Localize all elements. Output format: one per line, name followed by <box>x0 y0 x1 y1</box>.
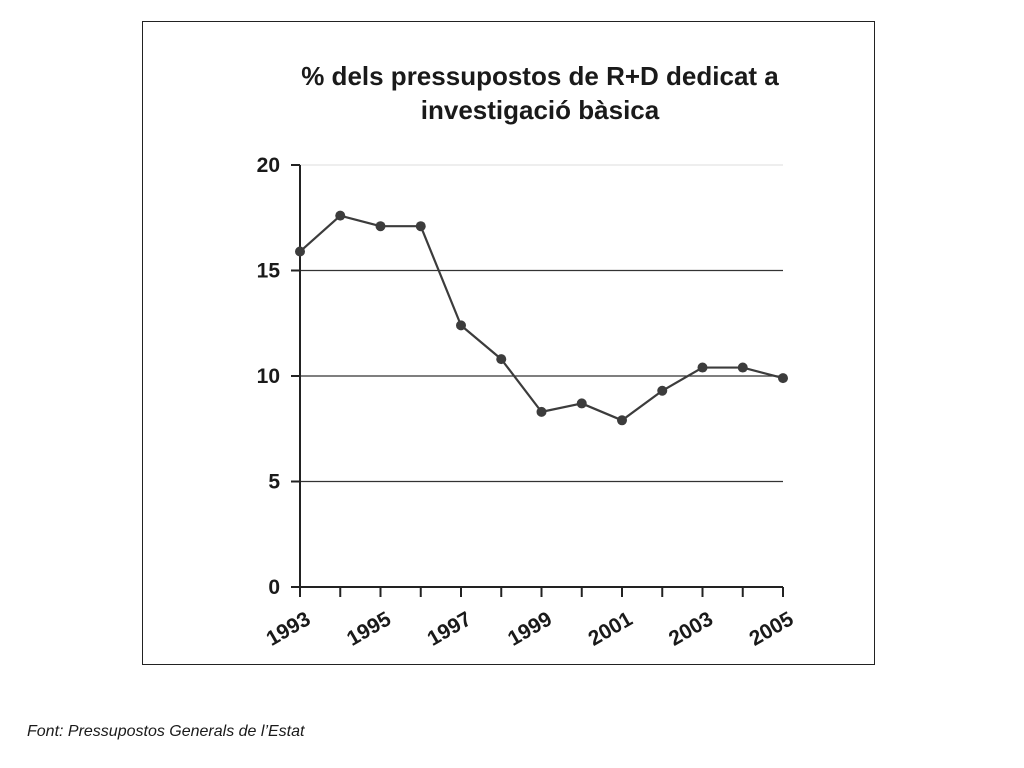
data-point-1999 <box>536 406 547 417</box>
x-tick-label-2003: 2003 <box>665 607 717 650</box>
x-tick-labels: 1993 1995 1997 1999 2001 2003 2005 <box>263 607 798 650</box>
data-point-1995 <box>375 221 386 232</box>
series-line <box>299 214 784 422</box>
data-point-2005 <box>778 373 788 384</box>
x-tick-label-1995: 1995 <box>343 607 395 650</box>
series-line-group <box>299 214 784 422</box>
chart-title-line-1: % dels pressupostos de R+D dedicat a <box>301 61 779 91</box>
y-tick-label-15: 15 <box>257 260 281 283</box>
y-tick-labels: 0 5 10 15 20 <box>257 154 281 599</box>
data-point-1996 <box>415 221 426 232</box>
y-tick-label-20: 20 <box>257 154 280 177</box>
x-tick-label-2005: 2005 <box>746 607 798 650</box>
data-point-1998 <box>496 354 507 365</box>
axes <box>291 164 784 597</box>
x-tick-label-1999: 1999 <box>504 607 556 650</box>
data-point-2004 <box>737 362 748 373</box>
grid-lines <box>300 164 783 483</box>
data-point-1997 <box>456 320 466 331</box>
data-point-1993 <box>295 246 305 257</box>
data-points <box>295 210 788 426</box>
source-note: Font: Pressupostos Generals de l’Estat <box>27 723 305 740</box>
y-tick-label-0: 0 <box>268 576 280 599</box>
data-point-1994 <box>335 210 346 221</box>
data-point-2002 <box>657 385 668 396</box>
line-chart: % dels pressupostos de R+D dedicat a inv… <box>257 61 798 651</box>
x-tick-label-1993: 1993 <box>263 607 315 650</box>
y-tick-label-5: 5 <box>268 471 280 494</box>
x-tick-label-2001: 2001 <box>585 607 637 650</box>
y-tick-label-10: 10 <box>257 365 280 388</box>
x-tick-label-1997: 1997 <box>424 607 476 650</box>
chart-frame: % dels pressupostos de R+D dedicat a inv… <box>142 21 875 665</box>
data-point-2003 <box>697 362 708 373</box>
data-point-2000 <box>576 398 587 409</box>
data-point-2001 <box>617 415 627 426</box>
chart-title-line-2: investigació bàsica <box>421 95 660 125</box>
